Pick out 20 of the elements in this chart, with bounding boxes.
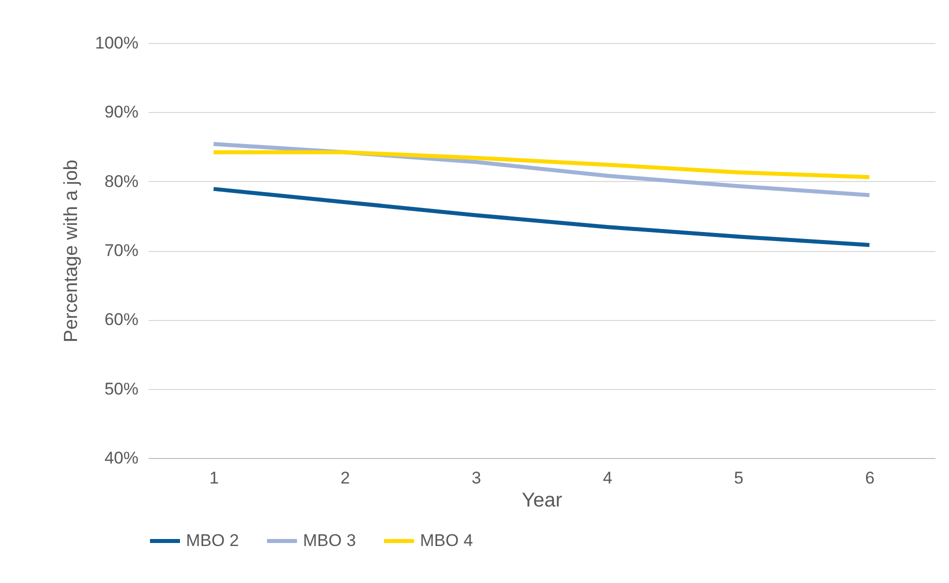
legend-label: MBO 4 <box>420 531 473 550</box>
line-series <box>212 186 872 247</box>
y-tick-label: 100% <box>95 34 138 52</box>
x-tick-label: 4 <box>602 468 612 488</box>
y-axis-title: Percentage with a job <box>61 160 82 342</box>
y-tick-label: 90% <box>104 102 138 122</box>
line-series <box>212 150 872 180</box>
x-tick-label: 2 <box>340 468 350 488</box>
legend-label: MBO 3 <box>303 531 356 550</box>
y-tick-label: 40% <box>104 448 138 468</box>
x-tick-label: 1 <box>209 468 219 488</box>
y-tick-label: 70% <box>104 241 138 260</box>
x-tick-label: 6 <box>865 468 875 488</box>
legend-label: MBO 2 <box>186 531 239 550</box>
y-tick-label: 50% <box>104 379 138 398</box>
y-tick-label: 80% <box>104 172 138 191</box>
x-axis-title: Year <box>522 490 563 512</box>
x-tick-label: 5 <box>734 468 744 488</box>
x-tick-label: 3 <box>472 468 482 488</box>
y-tick-label: 60% <box>104 310 138 330</box>
